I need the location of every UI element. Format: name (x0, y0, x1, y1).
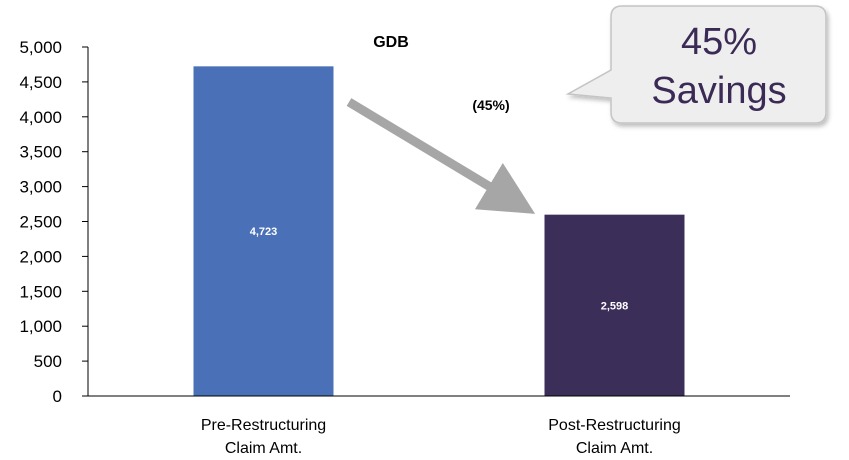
y-tick-label: 500 (34, 352, 62, 371)
x-tick-label: Claim Amt. (576, 440, 653, 457)
y-tick-label: 2,000 (19, 247, 62, 266)
y-tick-label: 4,500 (19, 73, 62, 92)
bar (544, 214, 685, 396)
y-tick-label: 2,500 (19, 213, 62, 232)
y-tick-label: 4,000 (19, 108, 62, 127)
savings-callout: 45% Savings (565, 5, 827, 124)
chart-title: GDB (373, 34, 409, 51)
y-tick-label: 0 (53, 387, 62, 406)
change-arrow (346, 98, 536, 214)
x-tick-label: Claim Amt. (225, 440, 302, 457)
callout-line-2: Savings (651, 70, 786, 112)
y-tick-label: 3,500 (19, 143, 62, 162)
x-tick-label: Pre-Restructuring (201, 417, 326, 434)
y-tick-label: 1,500 (19, 282, 62, 301)
change-annotation: (45%) (472, 97, 509, 113)
bar-value-label: 4,723 (250, 226, 278, 238)
bar (193, 66, 334, 397)
y-tick-label: 5,000 (19, 38, 62, 57)
y-tick-label: 1,000 (19, 317, 62, 336)
bars: 4,723 2,598 (193, 66, 685, 397)
x-axis: Pre-Restructuring Claim Amt. Post-Restruct… (88, 395, 790, 457)
callout-line-1: 45% (681, 21, 757, 63)
y-tick-label: 3,000 (19, 178, 62, 197)
callout-bubble (565, 5, 827, 124)
y-axis: 0 500 1,000 1,500 2,000 2,500 3,000 3,500 4,000 4… (19, 38, 89, 406)
bar-value-label: 2,598 (601, 300, 629, 312)
x-tick-label: Post-Restructuring (548, 417, 681, 434)
